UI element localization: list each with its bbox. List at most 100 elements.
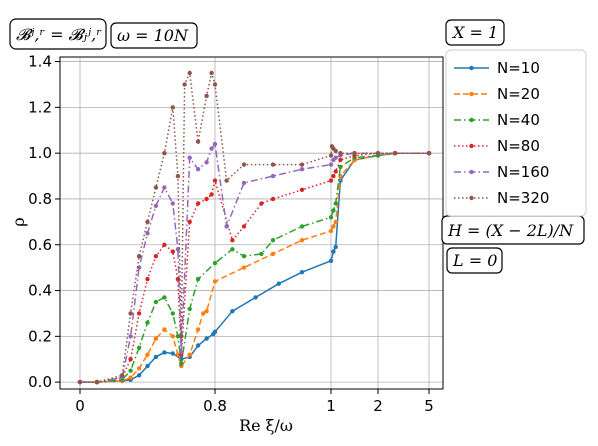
svg-text:X = 1: X = 1 bbox=[451, 23, 498, 42]
data-point bbox=[338, 157, 343, 163]
data-point bbox=[170, 334, 175, 339]
x-tick-label: 2 bbox=[373, 397, 383, 415]
data-point bbox=[241, 265, 247, 270]
data-point bbox=[212, 279, 218, 284]
legend-entry: N=320 bbox=[454, 189, 549, 207]
x-axis-label: Re ξ/ω bbox=[239, 416, 293, 435]
data-point bbox=[153, 254, 159, 259]
data-point bbox=[328, 228, 334, 234]
data-point bbox=[179, 361, 184, 366]
x-tick-label: 1 bbox=[326, 397, 336, 415]
data-point bbox=[333, 201, 338, 206]
data-point bbox=[175, 276, 181, 282]
data-point bbox=[270, 196, 276, 202]
data-point bbox=[170, 249, 175, 254]
data-point bbox=[224, 178, 229, 183]
data-point bbox=[145, 276, 150, 282]
data-point bbox=[153, 185, 159, 190]
data-point bbox=[136, 373, 142, 378]
x-tick-label: 0 bbox=[75, 397, 85, 415]
legend-label: N=80 bbox=[497, 137, 540, 155]
data-point bbox=[145, 219, 150, 225]
legend-marker bbox=[469, 143, 474, 149]
data-point bbox=[253, 295, 258, 300]
data-point bbox=[299, 162, 305, 167]
data-point bbox=[299, 238, 305, 243]
data-point bbox=[333, 219, 338, 225]
data-point bbox=[230, 247, 235, 252]
legend-label: N=40 bbox=[497, 111, 540, 129]
data-point bbox=[331, 249, 336, 254]
data-point bbox=[162, 242, 167, 247]
data-point bbox=[153, 299, 159, 305]
data-point bbox=[259, 251, 264, 257]
data-point bbox=[212, 178, 218, 183]
data-point bbox=[195, 139, 201, 144]
data-point bbox=[241, 254, 247, 259]
data-point bbox=[136, 254, 142, 259]
legend-marker bbox=[469, 169, 474, 175]
data-point bbox=[328, 215, 334, 220]
data-point bbox=[338, 151, 343, 156]
data-point bbox=[195, 327, 201, 332]
data-point bbox=[145, 320, 150, 325]
legend-marker bbox=[469, 117, 474, 123]
data-point bbox=[179, 334, 184, 339]
x-tick-label: 5 bbox=[424, 397, 434, 415]
series-line bbox=[80, 142, 429, 383]
data-point bbox=[331, 224, 336, 229]
legend-entry: N=20 bbox=[454, 85, 540, 103]
data-point bbox=[136, 345, 142, 350]
data-point bbox=[270, 251, 276, 257]
data-point bbox=[187, 155, 192, 160]
data-point bbox=[259, 201, 264, 206]
data-point bbox=[201, 311, 206, 316]
data-point bbox=[331, 208, 336, 213]
data-point bbox=[204, 196, 209, 202]
data-point bbox=[153, 203, 159, 208]
y-tick-label: 1.4 bbox=[28, 53, 52, 71]
series-n-320 bbox=[77, 70, 432, 385]
data-point bbox=[195, 167, 201, 172]
data-point bbox=[153, 354, 159, 360]
legend-marker bbox=[469, 91, 474, 97]
svg-text:ω = 10N: ω = 10N bbox=[117, 26, 189, 45]
data-point bbox=[375, 151, 381, 156]
data-point bbox=[128, 357, 133, 362]
data-point bbox=[204, 160, 209, 165]
data-point bbox=[195, 276, 201, 282]
data-point bbox=[209, 70, 214, 76]
data-point bbox=[333, 148, 338, 154]
data-point bbox=[352, 151, 357, 156]
series-line bbox=[80, 152, 429, 383]
legend-marker bbox=[469, 195, 474, 201]
data-point bbox=[204, 309, 209, 314]
data-point bbox=[338, 164, 343, 170]
series-layer bbox=[77, 70, 432, 385]
data-point bbox=[212, 141, 218, 147]
data-point bbox=[426, 151, 432, 156]
data-point bbox=[153, 336, 159, 341]
data-point bbox=[145, 363, 150, 369]
data-point bbox=[333, 155, 338, 160]
data-point bbox=[195, 343, 201, 348]
data-point bbox=[170, 351, 175, 356]
data-point bbox=[187, 352, 192, 357]
data-point bbox=[175, 334, 181, 339]
plot-background bbox=[60, 57, 443, 389]
data-point bbox=[270, 238, 276, 243]
data-point bbox=[195, 201, 201, 206]
data-point bbox=[241, 180, 247, 186]
data-point bbox=[212, 329, 218, 334]
legend-frame bbox=[445, 49, 587, 217]
data-point bbox=[94, 379, 100, 385]
y-tick-label: 0.4 bbox=[28, 282, 52, 300]
data-point bbox=[299, 167, 305, 172]
data-point bbox=[128, 311, 133, 316]
svg-text:𝓑ʲ,ʳ = 𝓑ⱼʲ,ʳ: 𝓑ʲ,ʳ = 𝓑ⱼʲ,ʳ bbox=[16, 25, 102, 44]
data-point bbox=[120, 373, 125, 378]
x-tick-label: 0.8 bbox=[203, 397, 227, 415]
data-point bbox=[204, 93, 209, 99]
data-point bbox=[331, 173, 336, 179]
